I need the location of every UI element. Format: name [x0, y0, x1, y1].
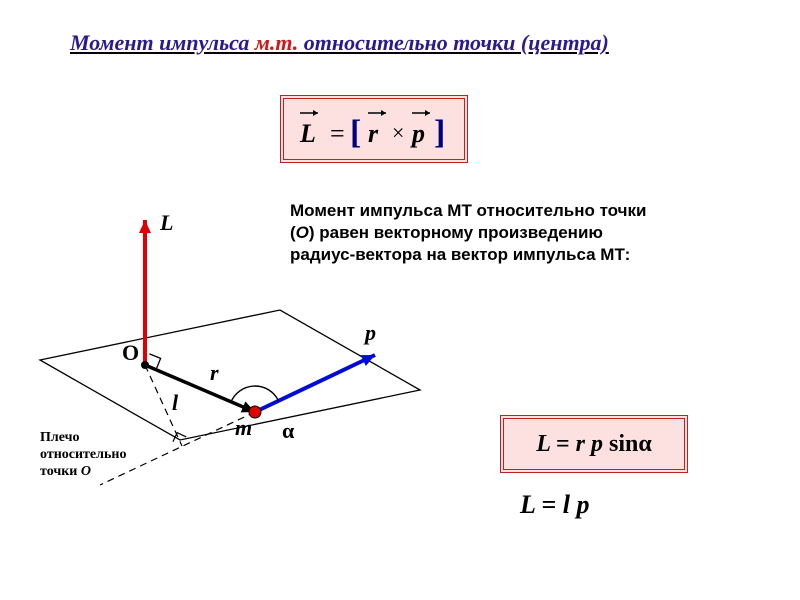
formula-lp: L = l p	[520, 490, 589, 520]
momentum-extension-dashed	[100, 412, 255, 485]
physics-diagram: O Lr m p l α	[30, 200, 430, 530]
formula-sin: L = r p sinα	[500, 415, 688, 473]
title-segment: Момент импульса	[70, 30, 255, 55]
label-m: m	[235, 415, 252, 440]
symbol-times: ×	[392, 120, 404, 145]
formula-main: L =[r ×p]	[280, 95, 468, 163]
origin-point	[141, 361, 149, 369]
vector-overline-arrowhead	[381, 110, 386, 116]
label-alpha: α	[282, 418, 295, 443]
label-L: L	[159, 210, 173, 235]
symbol-p: p	[410, 119, 425, 148]
symbol-r: r	[368, 119, 379, 148]
alpha-arc	[231, 386, 279, 403]
title-segment: относительно точки (центра)	[298, 30, 609, 55]
symbol-eq: =	[330, 119, 345, 148]
L-vector-arrowhead	[139, 220, 151, 233]
label-r: r	[210, 360, 219, 385]
label-O: O	[122, 340, 139, 365]
vector-overline-arrowhead	[425, 110, 430, 116]
label-l: l	[172, 390, 179, 415]
page-title: Момент импульса м.т. относительно точки …	[70, 30, 609, 56]
symbol-L: L	[299, 119, 316, 148]
formula-sin-text: L = r p sinα	[536, 431, 652, 458]
title-segment: м.т.	[255, 30, 298, 55]
bracket-open: [	[350, 114, 361, 151]
plane-outline	[40, 310, 420, 440]
vector-overline-arrowhead	[313, 110, 318, 116]
bracket-close: ]	[434, 114, 445, 151]
label-p: p	[363, 320, 376, 345]
r-vector	[145, 365, 255, 412]
